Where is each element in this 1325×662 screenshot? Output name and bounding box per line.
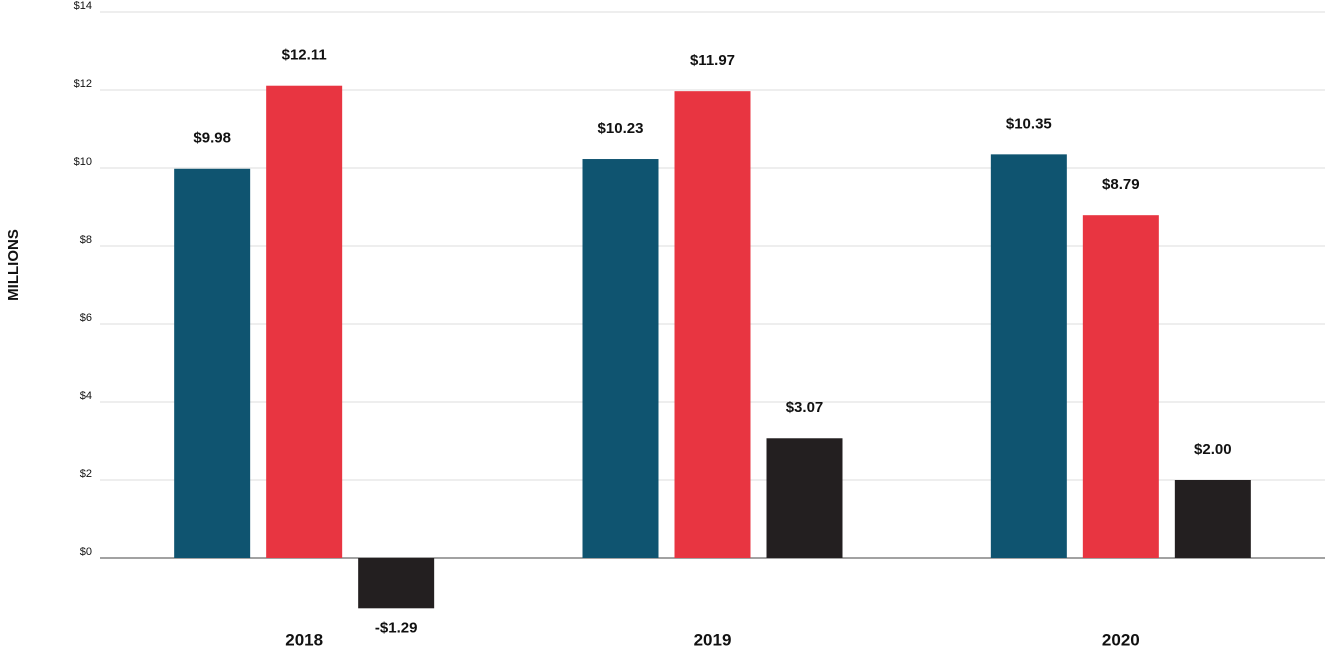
bar: [1174, 480, 1251, 558]
bar: [766, 438, 843, 558]
y-tick-label: $12: [74, 78, 92, 90]
x-tick-label: 2019: [694, 630, 732, 649]
value-label: $3.07: [786, 399, 824, 416]
bar: [674, 91, 751, 559]
x-tick-label: 2020: [1102, 630, 1140, 649]
bar: [174, 168, 251, 558]
y-tick-label: $8: [80, 234, 92, 246]
y-tick-label: $0: [80, 546, 92, 558]
y-tick-label: $4: [80, 390, 92, 402]
y-tick-label: $6: [80, 312, 92, 324]
y-axis-label: MILLIONS: [5, 229, 22, 301]
value-label: $12.11: [282, 47, 327, 64]
bar: [582, 159, 659, 558]
y-tick-label: $14: [74, 0, 92, 12]
x-tick-label: 2018: [285, 630, 323, 649]
value-label: $11.97: [690, 52, 735, 69]
y-tick-label: $10: [74, 156, 92, 168]
bar: [990, 154, 1067, 558]
y-tick-label: $2: [80, 468, 92, 480]
bar: [358, 558, 435, 609]
value-label: -$1.29: [375, 619, 418, 636]
value-label: $9.98: [193, 130, 231, 147]
value-label: $10.35: [1006, 115, 1052, 132]
bar: [1082, 215, 1159, 558]
bar: [266, 85, 343, 559]
value-label: $2.00: [1194, 441, 1232, 458]
value-label: $8.79: [1102, 176, 1140, 193]
value-label: $10.23: [598, 120, 644, 137]
